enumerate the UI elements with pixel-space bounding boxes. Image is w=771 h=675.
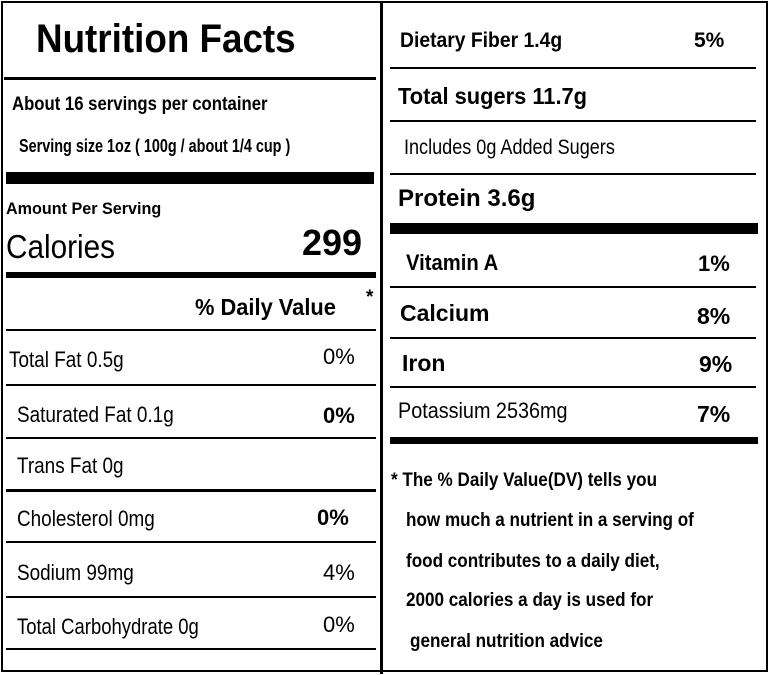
- nutrient-label-total-fat: Total Fat 0.5g: [9, 347, 124, 372]
- nutrient-label-total-carbohydrate: Total Carbohydrate 0g: [17, 614, 199, 639]
- divider: [390, 337, 756, 339]
- vitamin-label-iron: Iron: [402, 350, 446, 376]
- total-sugars: Total sugers 11.7g: [398, 83, 588, 109]
- vitamin-dv-calcium: 8%: [697, 303, 731, 329]
- nutrient-dv-cholesterol: 0%: [317, 505, 349, 530]
- vitamin-dv-vitamin-a: 1%: [698, 251, 730, 276]
- divider: [4, 77, 376, 80]
- servings-per-container: About 16 servings per container: [12, 94, 268, 115]
- nutrient-dv-saturated-fat: 0%: [323, 403, 355, 428]
- divider: [6, 437, 376, 439]
- nutrient-dv-total-fat: 0%: [323, 344, 355, 369]
- thick-divider: [6, 272, 376, 278]
- nutrient-label-sodium: Sodium 99mg: [17, 560, 134, 585]
- footnote-line-3: food contributes to a daily diet,: [406, 551, 660, 572]
- footnote-line-5: general nutrition advice: [410, 631, 603, 652]
- divider: [390, 173, 756, 175]
- divider: [6, 489, 376, 492]
- vitamin-label-calcium: Calcium: [400, 300, 490, 326]
- vitamin-dv-iron: 9%: [699, 351, 733, 377]
- column-divider: [380, 1, 383, 674]
- nutrient-dv-total-carbohydrate: 0%: [323, 612, 355, 637]
- fiber-label: Dietary Fiber 1.4g: [400, 29, 563, 52]
- footnote-line-1: * The % Daily Value(DV) tells you: [391, 470, 658, 491]
- nutrient-label-trans-fat: Trans Fat 0g: [17, 453, 124, 478]
- label-title: Nutrition Facts: [36, 17, 296, 61]
- daily-value-asterisk: *: [366, 287, 374, 308]
- thick-divider: [390, 437, 758, 444]
- divider: [390, 120, 756, 122]
- vitamin-dv-potassium: 7%: [697, 401, 731, 427]
- divider: [6, 541, 376, 543]
- divider: [6, 329, 376, 331]
- nutrient-label-cholesterol: Cholesterol 0mg: [17, 506, 155, 531]
- amount-per-serving: Amount Per Serving: [6, 199, 162, 218]
- divider: [390, 386, 756, 388]
- vitamin-label-potassium: Potassium 2536mg: [398, 398, 568, 423]
- calories-value: 299: [302, 222, 363, 263]
- daily-value-header: % Daily Value: [195, 294, 336, 320]
- fiber-dv: 5%: [694, 29, 725, 52]
- added-sugars: Includes 0g Added Sugers: [404, 136, 615, 159]
- thick-divider: [390, 223, 758, 234]
- divider: [6, 384, 376, 386]
- divider: [6, 596, 376, 598]
- nutrient-label-saturated-fat: Saturated Fat 0.1g: [17, 402, 174, 427]
- nutrient-dv-sodium: 4%: [323, 560, 355, 585]
- protein: Protein 3.6g: [398, 185, 536, 212]
- thick-divider: [6, 172, 374, 184]
- divider: [6, 648, 376, 650]
- footnote-line-4: 2000 calories a day is used for: [406, 590, 654, 611]
- divider: [390, 286, 756, 288]
- divider: [390, 67, 756, 69]
- serving-size: Serving size 1oz ( 100g / about 1/4 cup …: [19, 136, 291, 156]
- vitamin-label-vitamin-a: Vitamin A: [406, 250, 499, 275]
- calories-label: Calories: [6, 228, 115, 265]
- footnote-line-2: how much a nutrient in a serving of: [406, 510, 694, 531]
